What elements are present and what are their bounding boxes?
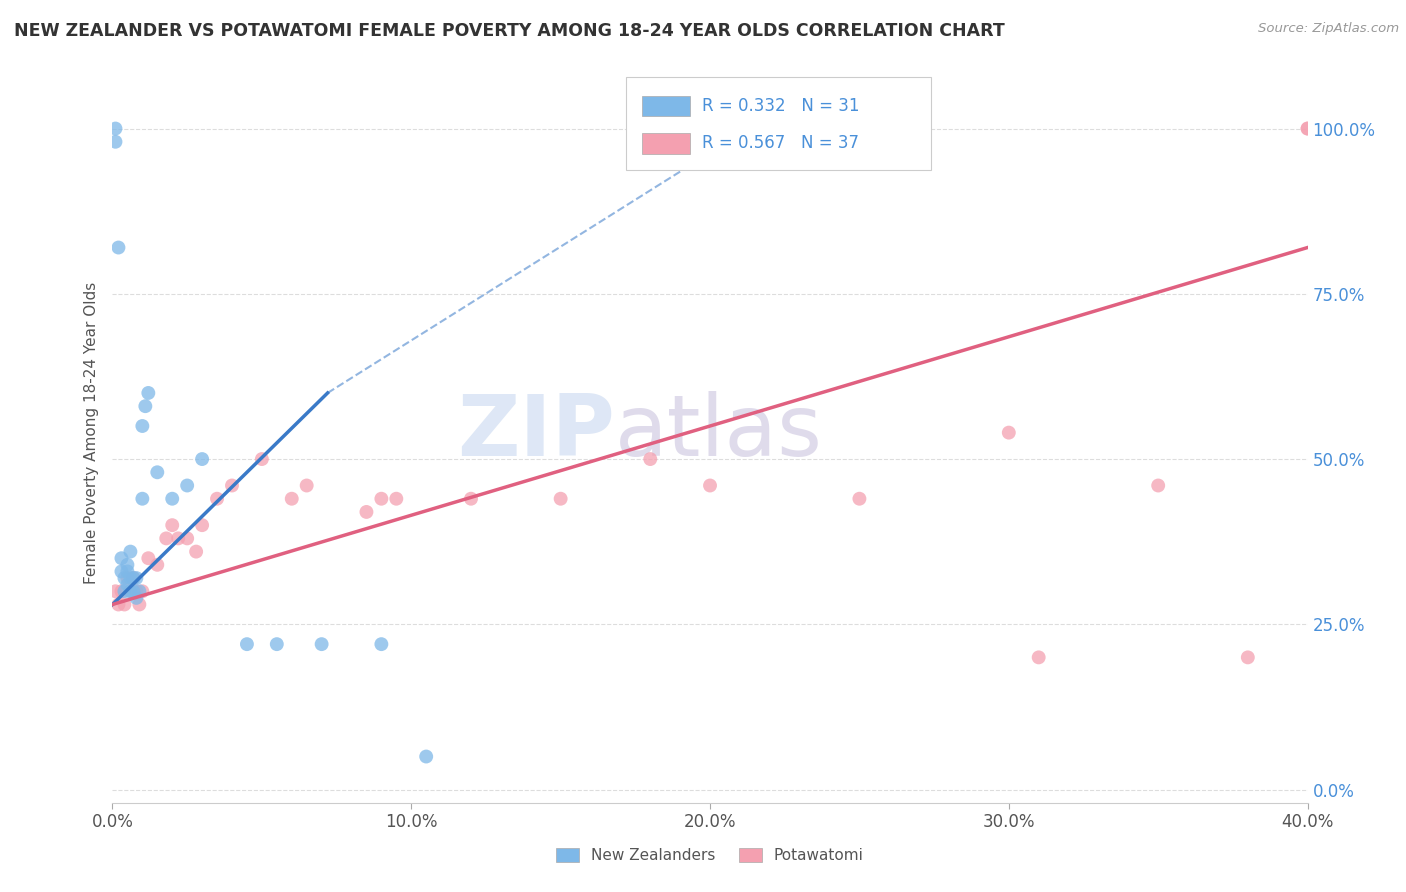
Point: [1237, 650, 1260, 665]
FancyBboxPatch shape: [627, 78, 931, 169]
Point: [138, 551, 160, 566]
Point: [205, 491, 228, 506]
Point: [162, 518, 183, 533]
Point: [117, 558, 139, 572]
Point: [110, 551, 132, 566]
Point: [1296, 121, 1319, 136]
Point: [138, 386, 160, 401]
Point: [131, 584, 153, 599]
Point: [117, 565, 139, 579]
Point: [110, 584, 132, 599]
Point: [191, 518, 214, 533]
Point: [104, 584, 127, 599]
Point: [107, 598, 129, 612]
Y-axis label: Female Poverty Among 18-24 Year Olds: Female Poverty Among 18-24 Year Olds: [83, 282, 98, 583]
Bar: [643, 95, 690, 117]
Point: [120, 571, 142, 585]
Point: [125, 591, 148, 605]
Point: [191, 452, 214, 467]
Point: [120, 584, 142, 599]
Point: [120, 584, 142, 599]
Point: [221, 478, 243, 492]
Point: [134, 399, 156, 413]
Text: Source: ZipAtlas.com: Source: ZipAtlas.com: [1258, 22, 1399, 36]
Point: [162, 491, 183, 506]
Point: [550, 491, 572, 506]
Point: [110, 565, 132, 579]
Point: [128, 598, 150, 612]
Point: [176, 478, 198, 492]
Point: [155, 532, 177, 546]
Point: [311, 637, 333, 651]
Text: atlas: atlas: [614, 391, 823, 475]
Point: [122, 584, 145, 599]
Text: R = 0.567   N = 37: R = 0.567 N = 37: [702, 134, 859, 153]
Point: [146, 558, 169, 572]
Point: [128, 584, 150, 599]
Point: [104, 135, 127, 149]
Point: [998, 425, 1021, 440]
Text: ZIP: ZIP: [457, 391, 614, 475]
Point: [114, 598, 135, 612]
Point: [125, 571, 148, 585]
Point: [107, 240, 129, 255]
Point: [114, 571, 135, 585]
Point: [131, 491, 153, 506]
Point: [848, 491, 870, 506]
Point: [640, 452, 662, 467]
Point: [415, 749, 437, 764]
Point: [250, 452, 273, 467]
Point: [114, 584, 135, 599]
Point: [122, 571, 145, 585]
Point: [186, 544, 208, 558]
Legend: New Zealanders, Potawatomi: New Zealanders, Potawatomi: [550, 842, 870, 869]
Point: [356, 505, 378, 519]
Point: [1028, 650, 1050, 665]
Point: [125, 584, 148, 599]
Point: [281, 491, 304, 506]
Point: [460, 491, 482, 506]
Point: [117, 577, 139, 591]
Point: [236, 637, 259, 651]
Text: R = 0.332   N = 31: R = 0.332 N = 31: [702, 97, 859, 115]
Point: [1147, 478, 1170, 492]
Point: [122, 571, 145, 585]
Point: [266, 637, 288, 651]
Point: [146, 465, 169, 479]
Point: [385, 491, 408, 506]
Point: [131, 419, 153, 434]
Point: [104, 121, 127, 136]
Point: [699, 478, 721, 492]
Point: [1296, 121, 1319, 136]
Text: NEW ZEALANDER VS POTAWATOMI FEMALE POVERTY AMONG 18-24 YEAR OLDS CORRELATION CHA: NEW ZEALANDER VS POTAWATOMI FEMALE POVER…: [14, 22, 1005, 40]
Point: [120, 544, 142, 558]
Bar: [643, 133, 690, 153]
Point: [370, 491, 392, 506]
Point: [167, 532, 190, 546]
Point: [176, 532, 198, 546]
Point: [295, 478, 318, 492]
Point: [117, 571, 139, 585]
Point: [370, 637, 392, 651]
